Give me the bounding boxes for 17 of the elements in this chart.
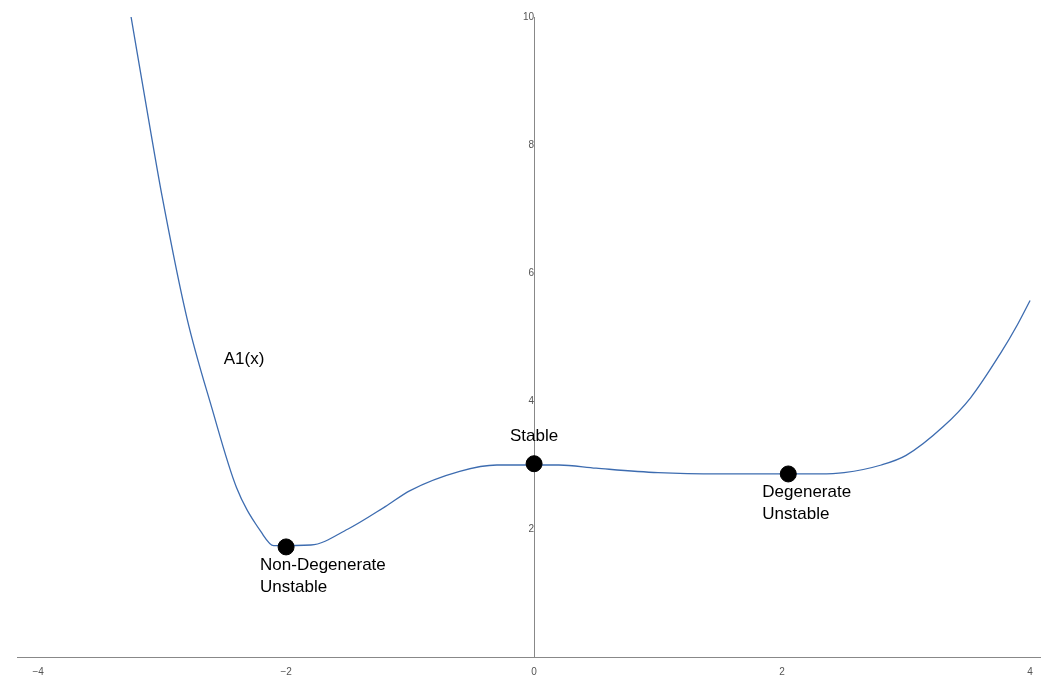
annotation: Non-Degenerate Unstable [260,555,386,597]
y-tick-label: 8 [528,138,535,150]
point [525,455,543,473]
y-tick-label: 10 [522,10,535,22]
point [779,465,797,483]
point [277,538,295,556]
x-tick-label: −4 [32,665,45,675]
series-label: A1(x) [223,349,265,369]
x-tick-label: 0 [531,665,538,675]
x-tick-label: 2 [779,665,786,675]
x-tick-label: −2 [280,665,293,675]
y-tick-label: 6 [528,266,535,278]
y-tick-label: 2 [528,522,535,534]
y-tick-label: 4 [528,394,535,406]
annotation: Degenerate Unstable [762,482,852,524]
annotation: Stable [509,425,559,445]
x-tick-label: 4 [1027,665,1034,675]
